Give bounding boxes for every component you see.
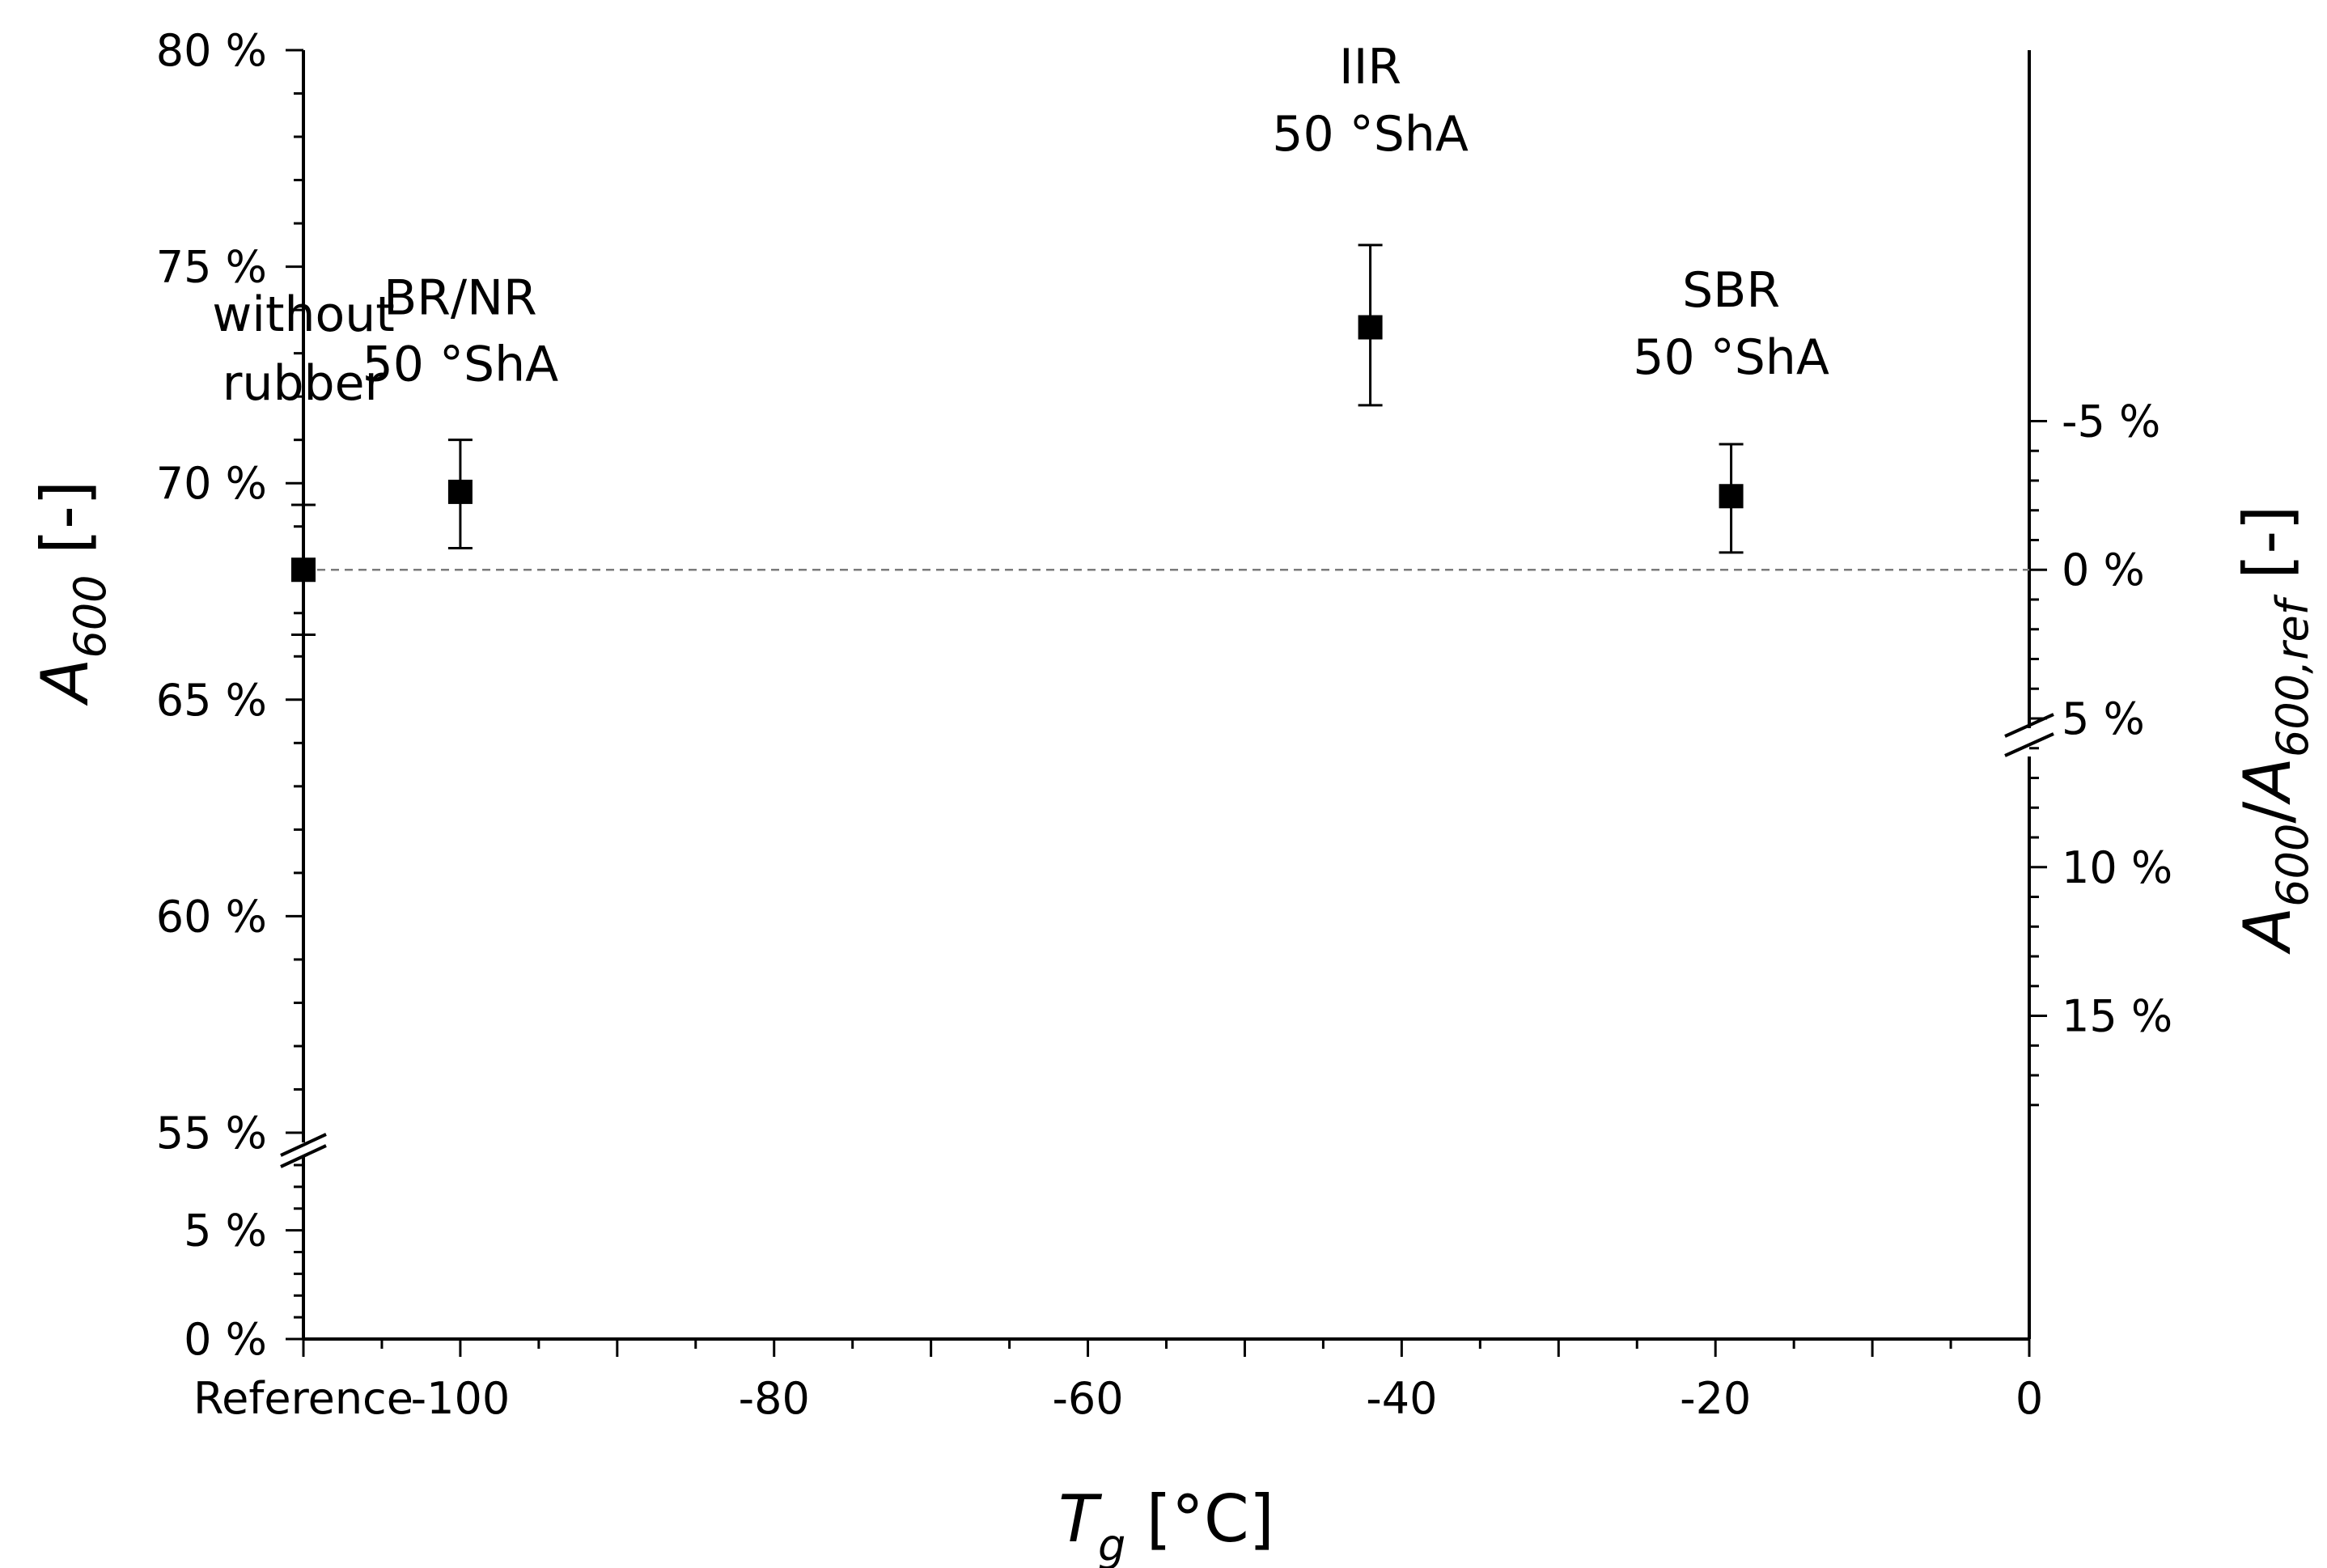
x-axis-title: Tg [°C] — [1058, 1481, 1274, 1568]
y-left-tick-label: 55 % — [156, 1108, 267, 1159]
y-left-tick-label: 5 % — [184, 1206, 267, 1257]
x-tick-label: -40 — [1366, 1373, 1437, 1424]
x-tick-label: 0 — [2015, 1373, 2043, 1424]
y-left-axis-title: A600 [-] — [28, 481, 116, 707]
y-right-tick-label: 5 % — [2062, 693, 2145, 744]
point-annotation: SBR — [1682, 262, 1780, 319]
y-left-tick-label: 70 % — [156, 458, 267, 509]
data-point — [1719, 484, 1744, 509]
y-left-tick-label: 60 % — [156, 891, 267, 942]
x-tick-label-reference: Reference — [193, 1373, 413, 1424]
point-annotation: 50 °ShA — [1272, 106, 1469, 163]
y-left-tick-label: 0 % — [184, 1314, 267, 1365]
y-right-axis-title: A600/A600,ref [-] — [2230, 506, 2318, 956]
point-annotation: 50 °ShA — [362, 337, 559, 393]
x-tick-label: -60 — [1052, 1373, 1123, 1424]
axes — [280, 49, 2054, 1357]
y-right-tick-label: 10 % — [2062, 842, 2172, 893]
point-annotation: IIR — [1339, 39, 1401, 95]
point-annotation: rubber — [223, 355, 385, 412]
x-tick-label: -100 — [411, 1373, 511, 1424]
y-right-tick-label: 15 % — [2062, 991, 2172, 1042]
point-annotation: without — [212, 286, 395, 343]
point-annotation: BR/NR — [384, 270, 537, 327]
x-tick-label: -80 — [739, 1373, 810, 1424]
y-right-tick-label: -5 % — [2062, 396, 2160, 447]
data-marks — [291, 244, 2029, 637]
y-left-tick-label: 75 % — [156, 242, 267, 293]
data-point — [291, 557, 316, 583]
y-right-tick-label: 0 % — [2062, 545, 2145, 595]
y-left-tick-label: 65 % — [156, 675, 267, 726]
y-right-break-mark — [2004, 732, 2054, 757]
y-left-tick-label: 80 % — [156, 25, 267, 76]
x-tick-label: -20 — [1680, 1373, 1751, 1424]
point-annotation: 50 °ShA — [1633, 329, 1829, 386]
data-point — [1358, 315, 1383, 340]
y-left-break-mark — [280, 1144, 327, 1168]
data-point — [447, 479, 473, 504]
y-left-break-mark — [280, 1133, 327, 1157]
labels: -100 -80 -60 -40 -20 0 Reference Tg [°C] 55 % 60 … — [28, 25, 2318, 1568]
